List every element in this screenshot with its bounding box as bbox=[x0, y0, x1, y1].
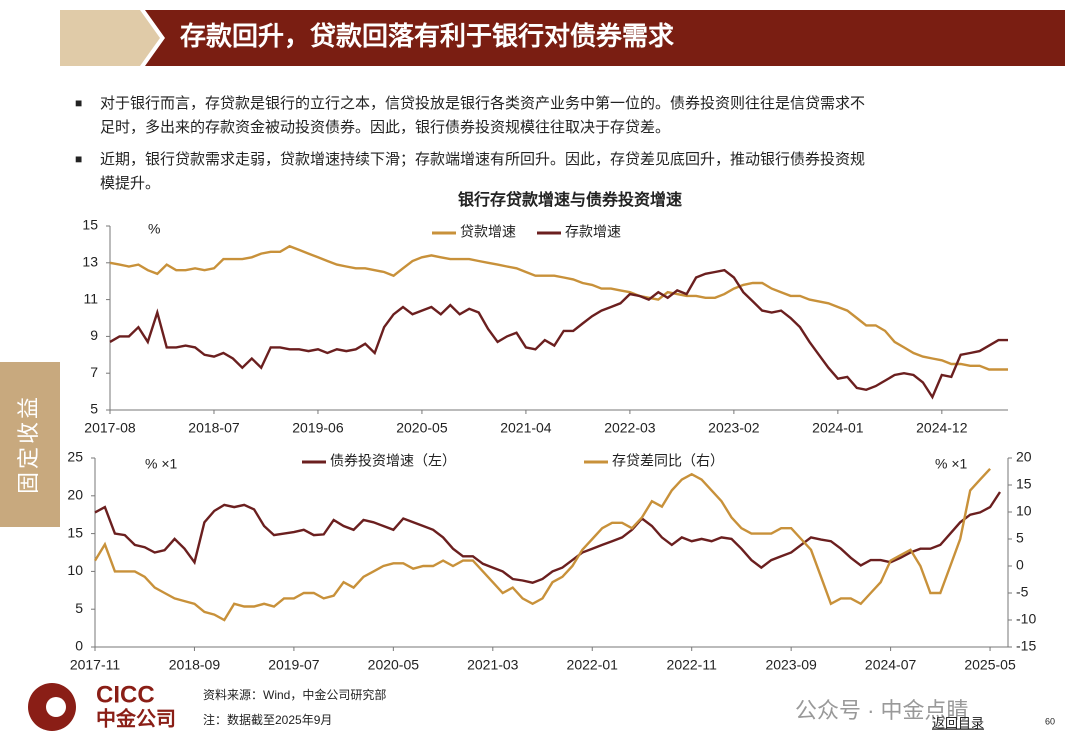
series-line bbox=[93, 467, 991, 622]
x-tick-label: 2024-07 bbox=[865, 657, 917, 673]
y2-tick-label: 15 bbox=[1016, 476, 1032, 492]
y-tick-label: 20 bbox=[67, 487, 83, 503]
y2-tick-label: -15 bbox=[1016, 638, 1036, 654]
header-chevron bbox=[60, 10, 160, 66]
x-tick-label: 2024-01 bbox=[812, 420, 864, 436]
axis-unit: % bbox=[148, 221, 160, 237]
series-line bbox=[109, 268, 1008, 400]
y2-tick-label: 20 bbox=[1016, 449, 1032, 465]
x-tick-label: 2022-11 bbox=[667, 657, 718, 673]
y2-tick-label: 0 bbox=[1016, 557, 1024, 573]
x-tick-label: 2021-03 bbox=[467, 657, 519, 673]
x-tick-label: 2020-05 bbox=[368, 657, 420, 673]
x-tick-label: 2022-03 bbox=[604, 420, 656, 436]
y2-tick-label: 10 bbox=[1016, 503, 1032, 519]
legend-label: 贷款增速 bbox=[460, 224, 516, 240]
chart-title: 银行存贷款增速与债券投资增速 bbox=[458, 190, 682, 209]
y-tick-label: 7 bbox=[90, 364, 98, 380]
y-tick-label: 10 bbox=[67, 562, 83, 578]
side-tab bbox=[0, 362, 60, 527]
x-tick-label: 2017-08 bbox=[84, 420, 136, 436]
x-tick-label: 2017-11 bbox=[70, 657, 121, 673]
series-line bbox=[109, 244, 1008, 371]
axis-unit: % ×1 bbox=[935, 456, 968, 472]
y-tick-label: 9 bbox=[90, 327, 98, 343]
x-tick-label: 2019-07 bbox=[268, 657, 320, 673]
x-tick-label: 2025-05 bbox=[964, 657, 1016, 673]
x-tick-label: 2022-01 bbox=[567, 657, 619, 673]
back-link[interactable]: 返回目录 bbox=[932, 715, 984, 730]
bullet-text: 模提升。 bbox=[100, 175, 160, 192]
y-tick-label: 25 bbox=[67, 449, 83, 465]
y2-tick-label: -5 bbox=[1016, 584, 1029, 600]
y-tick-label: 5 bbox=[75, 600, 83, 616]
header-title: 存款回升，贷款回落有利于银行对债券需求 bbox=[180, 21, 674, 51]
x-tick-label: 2021-04 bbox=[500, 420, 552, 436]
y-tick-label: 0 bbox=[75, 638, 83, 654]
legend-label: 债券投资增速（左） bbox=[330, 453, 456, 469]
note: 注：数据截至2025年9月 bbox=[203, 712, 332, 727]
logo-en: CICC bbox=[96, 681, 155, 708]
x-tick-label: 2019-06 bbox=[292, 420, 344, 436]
series-line bbox=[94, 491, 1002, 584]
header-bar bbox=[145, 10, 1065, 66]
source: 资料来源：Wind，中金公司研究部 bbox=[203, 687, 386, 702]
logo-cn: 中金公司 bbox=[96, 706, 176, 730]
bullet-text: 近期，银行贷款需求走弱，贷款增速持续下滑；存款端增速有所回升。因此，存贷差见底回… bbox=[100, 151, 865, 168]
bullet-icon: ■ bbox=[75, 96, 82, 110]
side-tab-label: 固定收益 bbox=[16, 394, 41, 494]
logo-mark bbox=[46, 697, 66, 717]
y-tick-label: 11 bbox=[83, 290, 98, 306]
x-tick-label: 2024-12 bbox=[916, 420, 968, 436]
bullet-icon: ■ bbox=[75, 152, 82, 166]
bullet-text: 足时，多出来的存款资金被动投资债券。因此，银行债券投资规模往往取决于存贷差。 bbox=[100, 119, 670, 136]
bullet-text: 对于银行而言，存贷款是银行的立行之本，信贷投放是银行各类资产业务中第一位的。债券… bbox=[100, 94, 865, 112]
x-tick-label: 2023-09 bbox=[765, 657, 817, 673]
y-tick-label: 15 bbox=[67, 524, 83, 540]
y-tick-label: 13 bbox=[82, 254, 98, 270]
watermark: 公众号 · 中金点睛 bbox=[795, 698, 969, 723]
y-tick-label: 5 bbox=[90, 401, 98, 417]
axis-unit: % ×1 bbox=[145, 456, 178, 472]
legend-label: 存贷差同比（右） bbox=[612, 453, 724, 469]
legend-label: 存款增速 bbox=[565, 224, 621, 240]
y2-tick-label: 5 bbox=[1016, 530, 1024, 546]
y2-tick-label: -10 bbox=[1016, 611, 1036, 627]
y-tick-label: 15 bbox=[82, 217, 98, 233]
x-tick-label: 2020-05 bbox=[396, 420, 448, 436]
x-tick-label: 2018-07 bbox=[188, 420, 240, 436]
page-number: 60 bbox=[1045, 716, 1055, 726]
x-tick-label: 2018-09 bbox=[169, 657, 221, 673]
x-tick-label: 2023-02 bbox=[708, 420, 760, 436]
